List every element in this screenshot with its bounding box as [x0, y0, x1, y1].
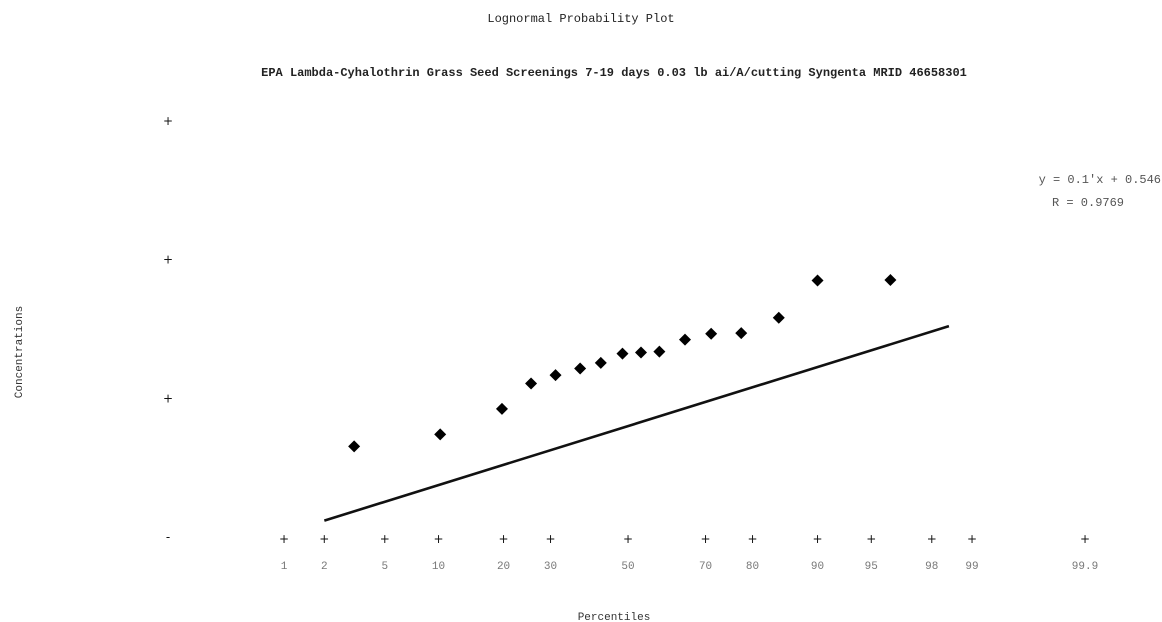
- x-tick-mark: +: [701, 532, 711, 546]
- x-tick-label: 20: [497, 561, 510, 573]
- y-axis-label: Concentrations: [14, 306, 26, 398]
- chart-title: Lognormal Probability Plot: [487, 12, 674, 26]
- data-point: [635, 346, 648, 359]
- x-tick-label: 98: [925, 561, 938, 573]
- x-tick-label: 1: [281, 561, 288, 573]
- x-axis: +1 +2 +5 +10 +20 +30 +50 +70 +80 +90 +95 +98 +99 +99.…: [279, 532, 1098, 573]
- x-tick-mark: +: [319, 532, 329, 546]
- fit-line-group: [323, 324, 950, 522]
- fit-line: [323, 324, 950, 522]
- x-tick-label: 5: [381, 561, 388, 573]
- x-tick-label: 90: [811, 561, 824, 573]
- data-point: [616, 347, 629, 360]
- y-tick-mark: +: [163, 253, 173, 267]
- y-tick-mark: -: [166, 530, 170, 544]
- data-point: [434, 428, 447, 441]
- y-tick-mark: +: [163, 391, 173, 405]
- x-tick-label: 99: [965, 561, 978, 573]
- data-point: [705, 327, 718, 340]
- data-point: [653, 345, 666, 358]
- x-tick-mark: +: [279, 532, 289, 546]
- x-tick-mark: +: [747, 532, 757, 546]
- data-point: [811, 274, 824, 287]
- data-point: [594, 356, 607, 369]
- x-tick-mark: +: [813, 532, 823, 546]
- x-tick-label: 50: [621, 561, 634, 573]
- x-tick-label: 10: [432, 561, 445, 573]
- data-points: [348, 274, 897, 453]
- data-point: [495, 402, 508, 415]
- y-axis: - + + +: [163, 114, 173, 544]
- x-tick-mark: +: [1080, 532, 1090, 546]
- x-tick-label: 99.9: [1072, 561, 1098, 573]
- x-tick-mark: +: [545, 532, 555, 546]
- data-point: [525, 377, 538, 390]
- x-tick-label: 70: [699, 561, 712, 573]
- data-point: [678, 333, 691, 346]
- fit-r-value: R = 0.9769: [1052, 196, 1124, 210]
- x-tick-label: 95: [865, 561, 878, 573]
- y-tick-mark: +: [163, 114, 173, 128]
- fit-equation: y = 0.1'x + 0.546: [1039, 173, 1161, 187]
- x-tick-label: 2: [321, 561, 328, 573]
- x-tick-mark: +: [866, 532, 876, 546]
- x-tick-mark: +: [380, 532, 390, 546]
- x-tick-label: 30: [544, 561, 557, 573]
- x-tick-mark: +: [927, 532, 937, 546]
- chart-subtitle: EPA Lambda-Cyhalothrin Grass Seed Screen…: [261, 66, 967, 80]
- x-tick-mark: +: [967, 532, 977, 546]
- x-tick-mark: +: [433, 532, 443, 546]
- data-point: [574, 362, 587, 375]
- data-point: [348, 440, 361, 453]
- data-point: [772, 311, 785, 324]
- x-tick-mark: +: [623, 532, 633, 546]
- x-tick-label: 80: [746, 561, 759, 573]
- data-point: [884, 274, 897, 287]
- x-tick-mark: +: [499, 532, 509, 546]
- data-point: [735, 327, 748, 340]
- x-axis-label: Percentiles: [578, 612, 651, 622]
- data-point: [549, 369, 562, 382]
